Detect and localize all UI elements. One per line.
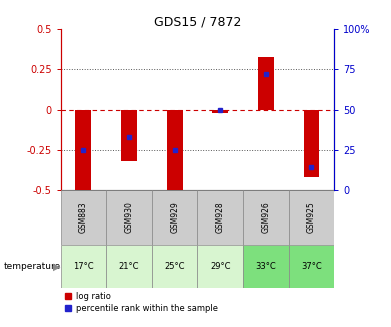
Bar	[197, 245, 243, 288]
Text: 25°C: 25°C	[164, 262, 185, 271]
Bar	[289, 190, 334, 245]
Bar	[152, 245, 197, 288]
Text: GSM930: GSM930	[124, 201, 134, 233]
Text: 21°C: 21°C	[119, 262, 139, 271]
Bar	[152, 190, 197, 245]
Legend: log ratio, percentile rank within the sample: log ratio, percentile rank within the sa…	[65, 292, 218, 313]
Bar	[303, 110, 319, 177]
Bar	[61, 190, 106, 245]
Bar	[121, 110, 137, 161]
Title: GDS15 / 7872: GDS15 / 7872	[154, 15, 241, 28]
Bar	[106, 190, 152, 245]
Text: GSM925: GSM925	[307, 201, 316, 233]
Bar	[197, 190, 243, 245]
Bar	[243, 190, 289, 245]
Text: GSM928: GSM928	[216, 202, 225, 233]
Bar	[212, 110, 228, 113]
Bar	[243, 245, 289, 288]
Text: GSM926: GSM926	[261, 201, 271, 233]
Bar	[75, 110, 91, 190]
Text: temperature: temperature	[4, 262, 61, 271]
Text: GSM929: GSM929	[170, 201, 179, 233]
Text: 37°C: 37°C	[301, 262, 322, 271]
Bar	[106, 245, 152, 288]
Text: 17°C: 17°C	[73, 262, 94, 271]
Text: ▶: ▶	[53, 262, 60, 271]
Text: 29°C: 29°C	[210, 262, 231, 271]
Bar	[289, 245, 334, 288]
Bar	[61, 245, 106, 288]
Text: GSM883: GSM883	[79, 202, 88, 233]
Bar	[258, 57, 274, 110]
Text: 33°C: 33°C	[255, 262, 276, 271]
Bar	[167, 110, 183, 190]
